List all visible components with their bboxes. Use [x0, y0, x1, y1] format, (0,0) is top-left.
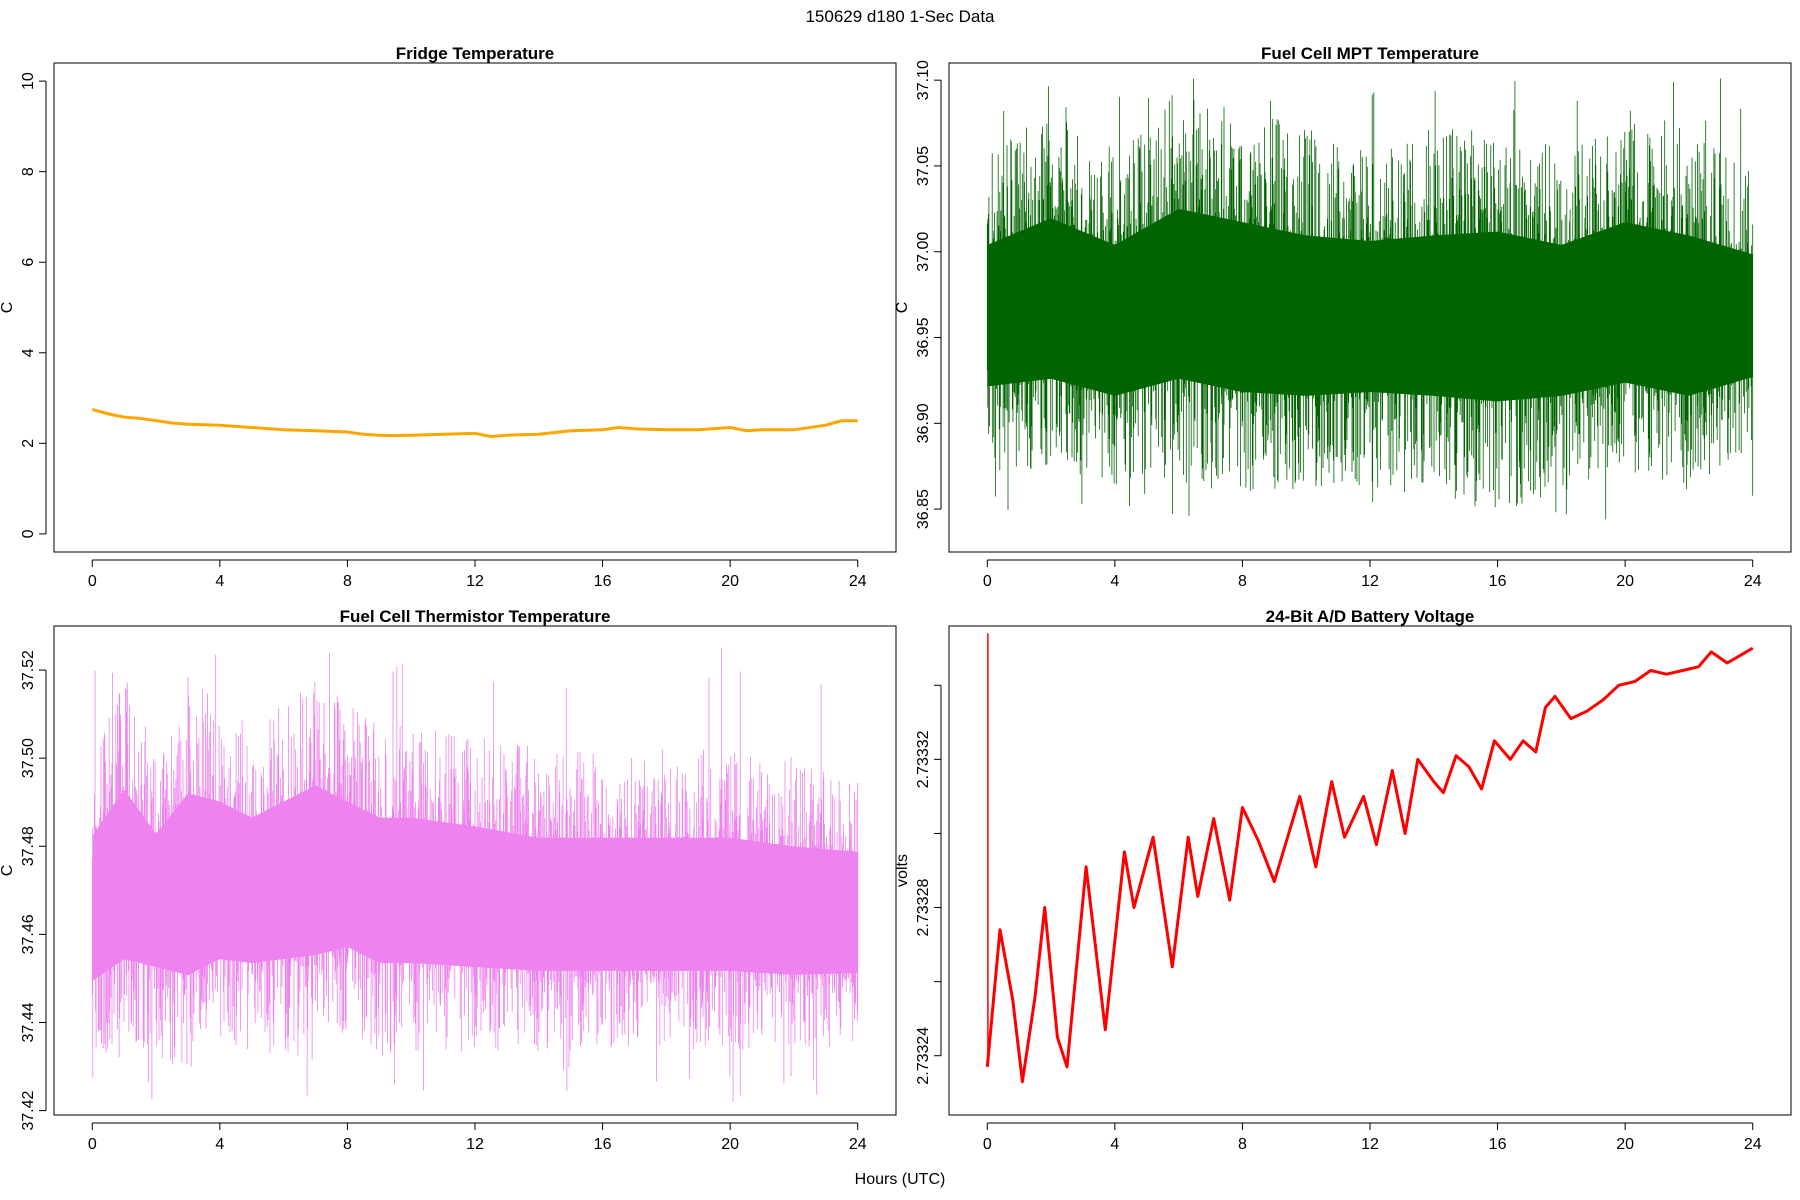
x-tick-label: 0: [983, 1136, 992, 1153]
y-tick-label: 37.05: [915, 146, 932, 186]
series-group: [985, 633, 1754, 1084]
x-tick-label: 16: [594, 573, 612, 590]
series-line: [986, 78, 1754, 520]
y-axis-label: volts: [894, 854, 911, 887]
panel-title: Fuel Cell MPT Temperature: [1261, 44, 1479, 63]
y-tick-label: 2.73324: [915, 1027, 932, 1085]
panel-3: Fuel Cell Thermistor Temperature 0 4 8 12 16 2…: [0, 607, 897, 1153]
y-tick-label: 37.50: [20, 738, 37, 778]
y-tick-label: 37.48: [20, 826, 37, 866]
x-tick-label: 0: [983, 573, 992, 590]
figure-xlabel: Hours (UTC): [855, 1171, 946, 1188]
x-tick-label: 24: [849, 573, 867, 590]
y-axis: 2.73324 2.73328 2.73332 volts: [894, 684, 942, 1085]
y-tick-label: 2.73328: [915, 879, 932, 937]
x-axis: 0 4 8 12 16 20 24: [88, 559, 867, 590]
y-axis-label: C: [0, 302, 16, 314]
x-axis: 0 4 8 12 16 20 24: [983, 559, 1762, 590]
y-tick-label: 6: [20, 258, 37, 267]
x-tick-label: 20: [1616, 573, 1634, 590]
y-axis-label: C: [894, 302, 911, 314]
plot-frame: [53, 625, 897, 1116]
y-tick-label: 37.10: [915, 60, 932, 100]
x-axis: 0 4 8 12 16 20 24: [983, 1122, 1762, 1153]
x-tick-label: 0: [88, 1136, 97, 1153]
y-tick-label: 37.00: [915, 232, 932, 272]
x-tick-label: 8: [1238, 573, 1247, 590]
panel-title: Fuel Cell Thermistor Temperature: [340, 607, 611, 626]
y-axis: 36.85 36.90 36.95 37.00 37.05 37.10 C: [894, 60, 942, 529]
x-tick-label: 16: [1489, 573, 1507, 590]
panel-title: Fridge Temperature: [396, 44, 554, 63]
x-tick-label: 12: [1361, 573, 1379, 590]
x-tick-label: 16: [594, 1136, 612, 1153]
x-axis: 0 4 8 12 16 20 24: [88, 1122, 867, 1153]
y-axis-label: C: [0, 865, 16, 877]
x-tick-label: 4: [215, 573, 224, 590]
panel-2: Fuel Cell MPT Temperature 0 4 8 12 16 20 24 36.8…: [894, 44, 1792, 590]
y-axis: 37.42 37.44 37.46 37.48 37.50 37.52 C: [0, 650, 47, 1131]
x-tick-label: 20: [721, 573, 739, 590]
y-tick-label: 37.44: [20, 1002, 37, 1042]
y-tick-label: 4: [20, 348, 37, 357]
series-group: [91, 407, 858, 438]
panel-title: 24-Bit A/D Battery Voltage: [1266, 607, 1475, 626]
plot-frame: [53, 62, 897, 553]
x-tick-label: 8: [343, 573, 352, 590]
x-tick-label: 4: [215, 1136, 224, 1153]
y-tick-label: 2.73332: [915, 730, 932, 788]
panel-4: 24-Bit A/D Battery Voltage 0 4 8 12 16 20 24 2.7…: [894, 607, 1792, 1153]
x-tick-label: 4: [1110, 1136, 1119, 1153]
y-tick-label: 10: [20, 72, 37, 90]
y-tick-label: 36.85: [915, 489, 932, 529]
series-line: [91, 407, 858, 438]
x-tick-label: 12: [466, 573, 484, 590]
y-tick-label: 37.46: [20, 914, 37, 954]
y-tick-label: 8: [20, 167, 37, 176]
y-tick-label: 37.42: [20, 1090, 37, 1130]
y-tick-label: 2: [20, 439, 37, 448]
y-tick-label: 36.95: [915, 317, 932, 357]
figure-title: 150629 d180 1-Sec Data: [805, 7, 995, 26]
x-tick-label: 12: [466, 1136, 484, 1153]
x-tick-label: 20: [721, 1136, 739, 1153]
plot-frame: [948, 625, 1792, 1116]
x-tick-label: 24: [1744, 1136, 1762, 1153]
y-tick-label: 37.52: [20, 650, 37, 690]
y-tick-label: 0: [20, 529, 37, 538]
x-tick-label: 16: [1489, 1136, 1507, 1153]
plot-frame: [948, 62, 1792, 553]
series-line: [985, 646, 1754, 1084]
x-tick-label: 12: [1361, 1136, 1379, 1153]
y-axis: 0 2 4 6 8 10 C: [0, 72, 47, 538]
series-line: [91, 647, 859, 1102]
series-group: [91, 647, 859, 1102]
y-tick-label: 36.90: [915, 403, 932, 443]
x-tick-label: 0: [88, 573, 97, 590]
x-tick-label: 8: [1238, 1136, 1247, 1153]
x-tick-label: 4: [1110, 573, 1119, 590]
x-tick-label: 24: [1744, 573, 1762, 590]
x-tick-label: 8: [343, 1136, 352, 1153]
x-tick-label: 20: [1616, 1136, 1634, 1153]
series-group: [986, 78, 1754, 520]
x-tick-label: 24: [849, 1136, 867, 1153]
